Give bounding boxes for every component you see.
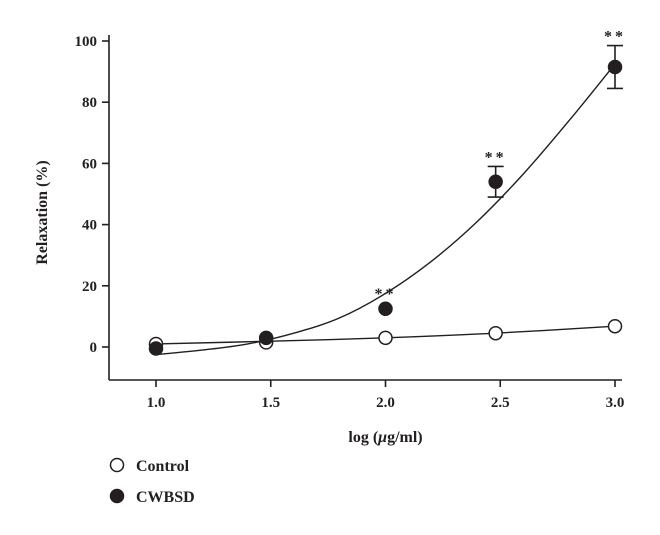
x-axis-title-mu: μ xyxy=(377,429,387,446)
cwbsd-point xyxy=(378,301,393,316)
x-tick-label: 2.0 xyxy=(376,395,395,411)
y-ticks: 0 20 40 60 80 100 xyxy=(75,34,109,356)
x-tick-label: 2.5 xyxy=(491,395,510,411)
control-point xyxy=(378,330,393,346)
x-tick-label: 3.0 xyxy=(606,395,625,411)
significance-marker: ** xyxy=(485,149,507,166)
legend-marker-control xyxy=(109,457,125,473)
significance-marker: ** xyxy=(375,286,397,303)
y-tick-label: 20 xyxy=(82,279,97,295)
x-axis-title-suffix: g/ml) xyxy=(387,429,423,446)
legend: Control CWBSD xyxy=(109,457,195,506)
fit-curve-cwbsd xyxy=(155,63,616,356)
error-bars xyxy=(487,44,623,198)
y-tick-label: 0 xyxy=(90,340,98,356)
y-tick-label: 100 xyxy=(75,34,98,50)
x-tick-label: 1.0 xyxy=(147,395,166,411)
y-tick-label: 80 xyxy=(82,95,97,111)
cwbsd-point xyxy=(258,330,274,346)
significance-marker: ** xyxy=(604,29,626,46)
y-axis-title: Relaxation (%) xyxy=(34,160,51,264)
x-ticks: 1.0 1.5 2.0 2.5 3.0 xyxy=(147,380,625,411)
control-point xyxy=(488,325,503,341)
x-axis-title: log (μg/ml) xyxy=(348,429,422,446)
x-axis-title-prefix: log ( xyxy=(348,429,378,446)
legend-label-cwbsd: CWBSD xyxy=(136,489,195,506)
cwbsd-point xyxy=(607,59,623,75)
cwbsd-point xyxy=(488,174,503,190)
data-points xyxy=(148,59,623,356)
control-point xyxy=(607,318,623,334)
significance-annotations: ** ** ** xyxy=(375,29,626,303)
axes xyxy=(108,35,622,381)
legend-label-control: Control xyxy=(136,458,190,475)
cwbsd-point xyxy=(148,341,164,356)
x-tick-label: 1.5 xyxy=(261,395,280,411)
y-tick-label: 60 xyxy=(82,156,97,172)
y-tick-label: 40 xyxy=(82,218,97,234)
legend-marker-cwbsd xyxy=(109,488,125,504)
